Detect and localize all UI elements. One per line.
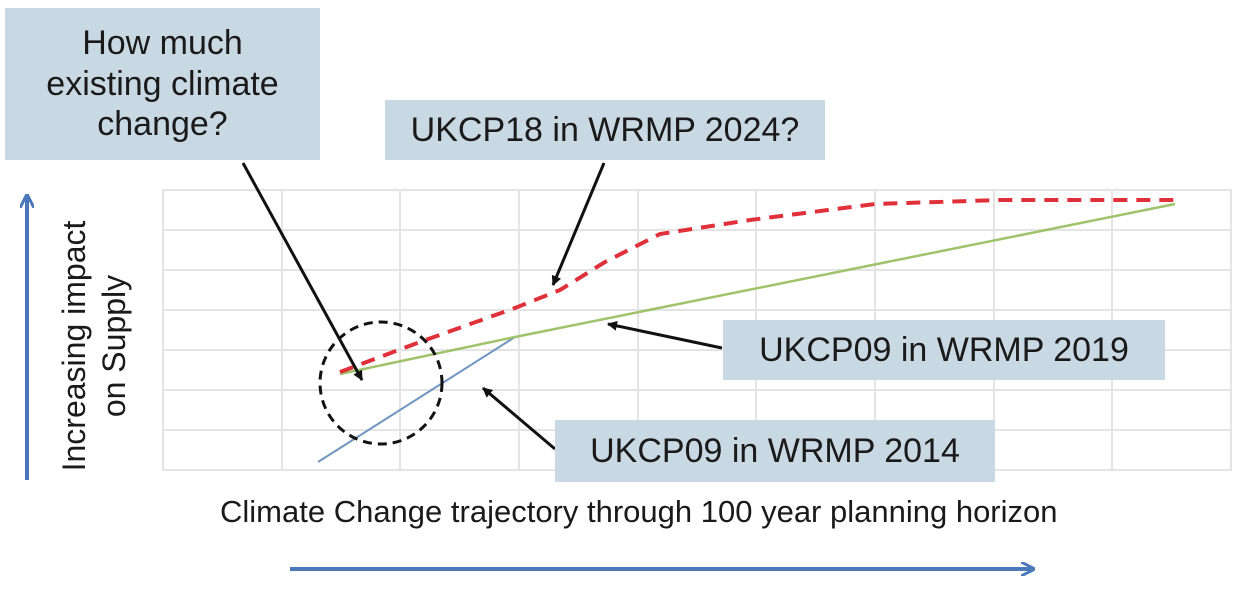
- ukcp09-2019-label: UKCP09 in WRMP 2019: [759, 330, 1129, 369]
- x-axis-label: Climate Change trajectory through 100 ye…: [220, 494, 1058, 529]
- ukcp18-callout: UKCP18 in WRMP 2024?: [385, 100, 825, 160]
- ukcp09-2014-callout: UKCP09 in WRMP 2014: [555, 420, 995, 482]
- ukcp09-2019-line: [339, 202, 1176, 376]
- ukcp09-2014-label: UKCP09 in WRMP 2014: [590, 431, 960, 470]
- existing-change-circle: [318, 320, 444, 446]
- ukcp18-label: UKCP18 in WRMP 2024?: [410, 110, 800, 149]
- question-text: How much existing climate change?: [46, 23, 279, 144]
- ukcp18-pointer-arrow: [551, 162, 606, 286]
- ukcp09-2014-pointer-arrow: [482, 386, 556, 451]
- existing-climate-change-callout: How much existing climate change?: [5, 8, 320, 160]
- ukcp09-2014-line: [317, 336, 516, 463]
- ukcp09-2019-pointer-arrow: [607, 320, 723, 350]
- question-pointer-arrow: [241, 162, 364, 381]
- ukcp18-line: [339, 198, 1175, 374]
- ukcp09-2019-callout: UKCP09 in WRMP 2019: [723, 320, 1165, 380]
- y-axis-label: Increasing impact on Supply: [56, 220, 132, 472]
